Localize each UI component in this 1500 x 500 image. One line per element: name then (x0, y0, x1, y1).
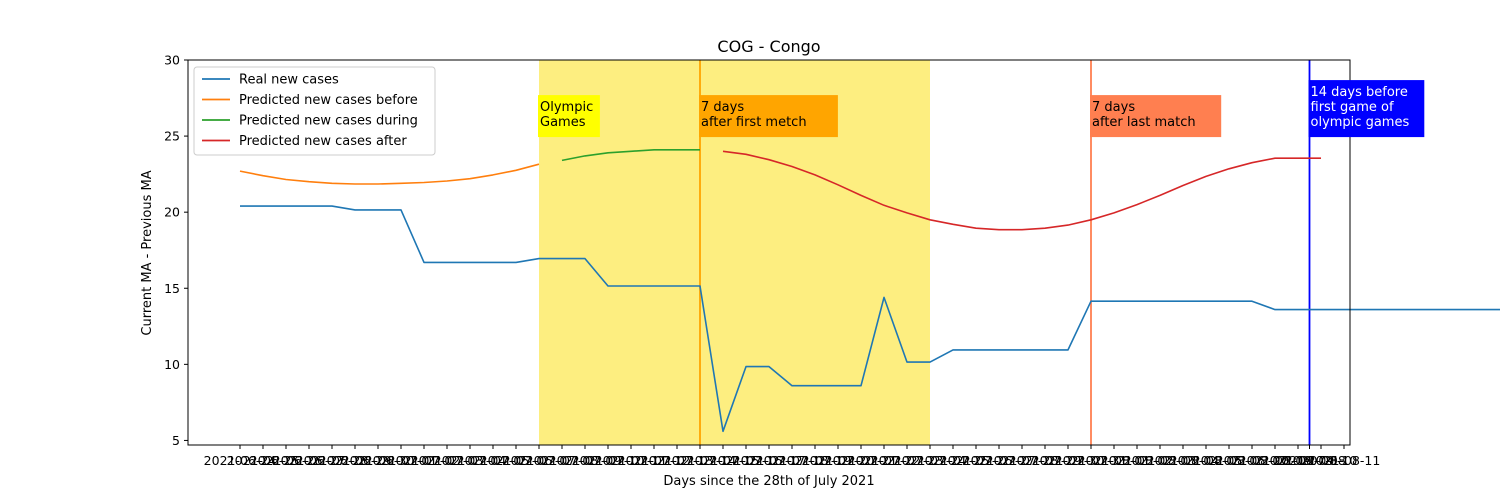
x-tick-label: 2021-06-27 (273, 453, 346, 468)
legend-box (193, 66, 436, 156)
legend-label: Predicted new cases before (239, 93, 418, 108)
x-tick-label: 2021-07-17 (733, 453, 806, 468)
legend: Real new cases Predicted new cases before… (193, 66, 436, 156)
annotation-text: 7 days (701, 100, 744, 115)
y-tick-label: 20 (164, 205, 180, 220)
x-tick-label: 2021-06-26 (250, 453, 323, 468)
x-tick-label: 2021-07-01 (365, 453, 438, 468)
x-tick-label: 2021-07-20 (802, 453, 875, 468)
chart-title: COG - Congo (717, 37, 820, 56)
annotation-text: after first metch (701, 115, 807, 130)
x-tick-label: 2021-08-03 (1124, 453, 1197, 468)
x-tick-label: 2021-07-26 (940, 453, 1013, 468)
x-axis: 2021-06-242021-06-252021-06-262021-06-27… (204, 445, 1381, 468)
x-tick-label: 2021-07-11 (595, 453, 668, 468)
y-axis: 5 10 15 20 25 30 (164, 53, 188, 448)
x-tick-label: 2021-07-12 (618, 453, 691, 468)
x-tick-label: 2021-07-24 (894, 453, 967, 468)
y-tick-label: 15 (164, 281, 180, 296)
x-tick-label: 2021-07-14 (664, 453, 737, 468)
x-tick-label: 2021-08-06 (1193, 453, 1266, 468)
annotation-text: olympic games (1311, 115, 1410, 130)
x-tick-label: 2021-07-05 (457, 453, 530, 468)
annotation-text: after last match (1092, 115, 1196, 130)
annotation-text: Games (540, 115, 586, 130)
series-line-1 (239, 163, 540, 185)
x-tick-label: 2021-07-18 (756, 453, 829, 468)
x-tick-label: 2021-06-28 (296, 453, 369, 468)
x-tick-label: 2021-07-31 (1055, 453, 1128, 468)
x-tick-label: 2021-08-11 (1308, 453, 1381, 468)
annotation-box (1308, 80, 1425, 138)
legend-label: Real new cases (239, 73, 339, 88)
x-tick-label: 2021-07-06 (480, 453, 553, 468)
annotation-box (699, 95, 838, 138)
x-axis-label: Days since the 28th of July 2021 (663, 474, 874, 489)
annotation-text: first game of (1311, 100, 1395, 115)
series-line-3 (722, 150, 1321, 231)
annotation-text: 7 days (1092, 100, 1135, 115)
series-line-0 (240, 205, 1500, 433)
x-tick-label: 2021-07-22 (848, 453, 921, 468)
annotation-text: 14 days before (1311, 85, 1408, 100)
x-tick-label: 2021-07-25 (917, 453, 990, 468)
x-tick-label: 2021-07-08 (526, 453, 599, 468)
annotation-box (538, 95, 600, 138)
annotation-text: Olympic (540, 100, 593, 115)
y-tick-label: 30 (164, 53, 180, 68)
x-tick-label: 2021-08-08 (1239, 453, 1312, 468)
x-tick-label: 2021-07-13 (641, 453, 714, 468)
x-tick-label: 2021-08-02 (1101, 453, 1174, 468)
x-tick-label: 2021-06-29 (319, 453, 392, 468)
x-tick-label: 2021-07-27 (963, 453, 1036, 468)
y-tick-label: 5 (172, 433, 180, 448)
x-tick-label: 2021-06-24 (204, 453, 277, 468)
x-tick-label: 2021-08-09 (1262, 453, 1335, 468)
x-tick-label: 2021-07-30 (1032, 453, 1105, 468)
x-tick-label: 2021-08-07 (1216, 453, 1289, 468)
x-tick-label: 2021-08-10 (1285, 453, 1358, 468)
x-tick-label: 2021-06-30 (342, 453, 415, 468)
x-tick-label: 2021-07-09 (549, 453, 622, 468)
x-tick-label: 2021-07-28 (986, 453, 1059, 468)
x-tick-label: 2021-07-21 (825, 453, 898, 468)
x-tick-label: 2021-07-29 (1009, 453, 1082, 468)
x-tick-label: 2021-07-04 (434, 453, 507, 468)
x-tick-label: 2021-07-16 (710, 453, 783, 468)
x-tick-label: 2021-08-04 (1147, 453, 1220, 468)
x-tick-label: 2021-07-02 (388, 453, 461, 468)
annotation-box (1090, 95, 1222, 138)
x-tick-label: 2021-07-19 (779, 453, 852, 468)
y-tick-label: 10 (164, 357, 180, 372)
y-axis-label: Current MA - Previous MA (140, 170, 155, 335)
y-tick-label: 25 (164, 129, 180, 144)
x-tick-label: 2021-07-07 (503, 453, 576, 468)
x-tick-label: 2021-07-03 (411, 453, 484, 468)
x-tick-label: 2021-06-25 (227, 453, 300, 468)
x-tick-label: 2021-07-23 (871, 453, 944, 468)
x-tick-label: 2021-08-01 (1078, 453, 1151, 468)
x-tick-label: 2021-07-08 (1273, 453, 1346, 468)
x-tick-label: 2021-07-15 (687, 453, 760, 468)
x-tick-label: 2021-08-05 (1170, 453, 1243, 468)
x-tick-label: 2021-07-10 (572, 453, 645, 468)
series-line-2 (561, 149, 700, 162)
legend-label: Predicted new cases after (239, 134, 407, 149)
legend-label: Predicted new cases during (239, 114, 418, 129)
